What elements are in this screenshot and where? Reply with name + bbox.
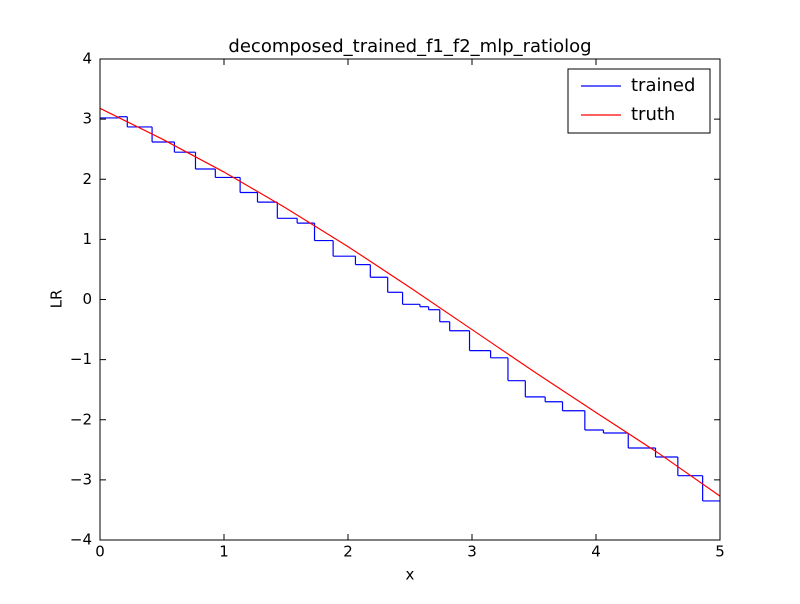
x-tick-label: 5 bbox=[715, 543, 725, 561]
y-tick-label: 0 bbox=[82, 290, 92, 308]
x-axis-label: x bbox=[406, 566, 415, 584]
plot-area bbox=[100, 107, 720, 502]
legend-label: truth bbox=[631, 104, 675, 125]
y-tick-label: 2 bbox=[82, 170, 92, 188]
x-tick-label: 1 bbox=[219, 543, 229, 561]
x-tick-label: 3 bbox=[467, 543, 477, 561]
x-tick-label: 4 bbox=[591, 543, 601, 561]
y-tick-label: 4 bbox=[82, 50, 92, 68]
y-tick-label: −1 bbox=[70, 350, 92, 368]
legend-box bbox=[567, 68, 711, 134]
x-tick-label: 2 bbox=[343, 543, 353, 561]
y-tick-label: 1 bbox=[82, 230, 92, 248]
y-tick-label: −2 bbox=[70, 410, 92, 428]
x-tick-label: 0 bbox=[95, 543, 105, 561]
chart-title: decomposed_trained_f1_f2_mlp_ratiolog bbox=[228, 36, 591, 57]
y-axis-label: LR bbox=[48, 290, 66, 309]
y-tick-label: −4 bbox=[70, 531, 92, 549]
y-tick-label: 3 bbox=[82, 110, 92, 128]
y-tick-label: −3 bbox=[70, 470, 92, 488]
legend-label: trained bbox=[631, 75, 695, 96]
line-series bbox=[100, 107, 720, 497]
